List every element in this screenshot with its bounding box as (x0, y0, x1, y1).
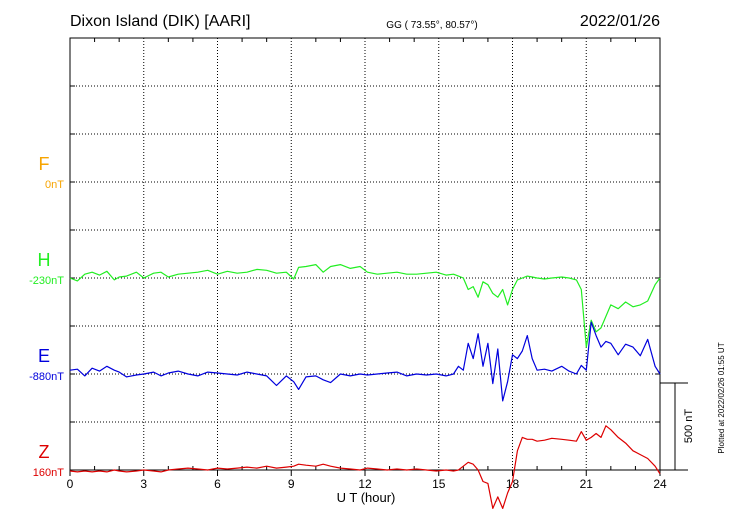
series-label-h: H (38, 250, 51, 270)
station-title: Dixon Island (DIK) [AARI] (70, 13, 251, 30)
scale-bar-label: 500 nT (683, 409, 695, 444)
grid (70, 38, 660, 470)
x-tick-label: 15 (432, 477, 446, 491)
scale-bar: 500 nT (660, 382, 695, 471)
x-tick-label: 9 (288, 477, 295, 491)
series-lines (69, 264, 661, 509)
x-tick-label: 21 (580, 477, 594, 491)
component-labels: F 0nT H -230nT E -880nT Z 160nT (29, 154, 64, 479)
geographic-coordinates: GG ( 73.55°, 80.57°) (386, 20, 477, 31)
series-offset-f: 0nT (45, 179, 64, 191)
x-tick-label: 18 (506, 477, 520, 491)
x-axis-label: U T (hour) (337, 490, 396, 505)
series-label-z: Z (39, 442, 50, 462)
x-tick-label: 3 (140, 477, 147, 491)
series-label-e: E (38, 346, 50, 366)
axis-ticks: 0 3 6 9 12 15 18 21 24 (67, 38, 667, 491)
series-offset-h: -230nT (29, 275, 64, 287)
x-tick-label: 0 (67, 477, 74, 491)
plotted-timestamp: Plotted at 2022/02/26 01:55 UT (717, 342, 726, 453)
series-line-h (69, 264, 661, 348)
series-line-e (69, 321, 661, 402)
x-tick-label: 24 (653, 477, 667, 491)
date-label: 2022/01/26 (580, 13, 660, 30)
series-line-z (69, 425, 661, 509)
series-offset-e: -880nT (29, 371, 64, 383)
x-tick-label: 6 (214, 477, 221, 491)
x-tick-label: 12 (358, 477, 372, 491)
series-label-f: F (39, 154, 50, 174)
series-offset-z: 160nT (33, 467, 64, 479)
